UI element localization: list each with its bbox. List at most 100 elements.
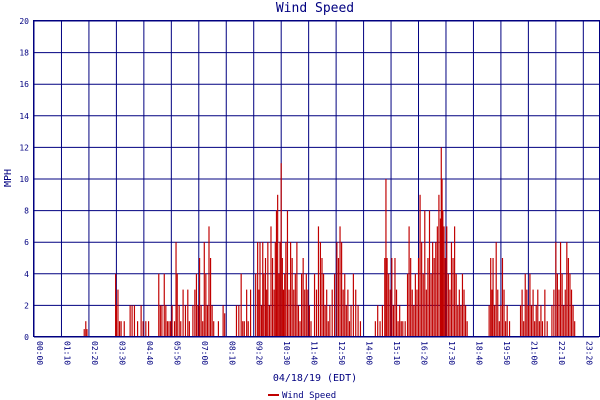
y-tick-label: 16 <box>19 80 29 89</box>
y-tick-label: 4 <box>24 270 29 279</box>
wind-speed-bar <box>427 258 429 337</box>
wind-speed-bar <box>419 194 421 337</box>
wind-speed-bar <box>553 289 555 337</box>
wind-speed-bar <box>118 321 121 337</box>
wind-speed-bar <box>492 258 494 337</box>
wind-speed-bar <box>439 218 442 337</box>
wind-speed-bar <box>285 242 287 337</box>
wind-speed-bar <box>442 210 444 337</box>
wind-speed-bar <box>329 305 331 337</box>
wind-speed-bar <box>313 273 316 337</box>
wind-speed-bar <box>115 305 117 337</box>
wind-speed-bar <box>529 273 531 337</box>
wind-speed-bar <box>267 242 269 337</box>
chart-title: Wind Speed <box>276 1 354 16</box>
wind-speed-bar <box>521 289 523 337</box>
wind-speed-bar <box>319 242 322 337</box>
x-tick-label: 18:40 <box>474 341 483 365</box>
wind-speed-bar <box>206 305 209 337</box>
wind-speed-bar <box>449 289 451 337</box>
wind-speed-bar <box>386 258 388 337</box>
wind-speed-bar <box>432 242 434 337</box>
wind-speed-bar <box>444 258 446 337</box>
wind-speed-bar <box>344 273 346 337</box>
wind-speed-bar <box>321 258 323 337</box>
wind-speed-bar <box>142 321 144 337</box>
wind-speed-bar <box>519 305 522 337</box>
wind-speed-bar <box>209 258 212 337</box>
wind-speed-bar <box>425 289 427 337</box>
wind-speed-bar <box>260 305 263 337</box>
wind-speed-bar <box>572 305 574 337</box>
wind-speed-bar <box>307 289 309 337</box>
wind-speed-bar <box>86 329 88 337</box>
wind-speed-bar <box>388 273 390 337</box>
wind-speed-bar <box>322 273 325 337</box>
y-tick-label: 2 <box>24 301 29 310</box>
wind-speed-bar <box>304 289 306 337</box>
wind-speed-bar <box>264 258 267 337</box>
wind-speed-bar <box>286 210 289 337</box>
x-tick-label: 08:10 <box>227 341 236 365</box>
wind-speed-bar <box>538 321 540 337</box>
wind-speed-bar <box>194 289 196 337</box>
wind-speed-bar <box>279 242 281 337</box>
wind-speed-bar <box>290 242 292 337</box>
wind-speed-bar <box>534 321 536 337</box>
wind-speed-bar <box>163 273 165 337</box>
wind-speed-bar <box>195 273 198 337</box>
wind-speed-bar <box>414 273 416 337</box>
wind-speed-bar <box>168 321 170 337</box>
y-tick-label: 18 <box>19 49 29 58</box>
wind-speed-bar <box>187 289 189 337</box>
wind-speed-bar <box>255 273 257 337</box>
wind-speed-bar <box>541 321 544 337</box>
wind-speed-bar <box>498 321 500 337</box>
wind-speed-bar <box>563 305 565 337</box>
wind-speed-bar <box>296 242 298 337</box>
wind-speed-bar <box>136 321 139 337</box>
y-tick-label: 0 <box>24 333 29 342</box>
wind-speed-bar <box>173 321 176 337</box>
wind-speed-bar <box>494 305 496 337</box>
wind-speed-bar <box>217 321 219 337</box>
wind-speed-bar <box>506 305 508 337</box>
x-tick-label: 16:20 <box>420 341 429 365</box>
wind-speed-bar <box>535 305 537 337</box>
wind-speed-bar <box>145 321 147 337</box>
wind-speed-bar <box>242 321 244 337</box>
x-tick-label: 17:30 <box>447 341 456 365</box>
wind-speed-bar <box>165 305 167 337</box>
wind-speed-bar <box>198 258 201 337</box>
wind-speed-bar <box>341 242 343 337</box>
wind-speed-bar <box>497 289 499 337</box>
wind-speed-bar <box>129 305 131 337</box>
wind-speed-bar <box>203 242 205 337</box>
wind-speed-bar <box>123 321 125 337</box>
wind-speed-bar <box>317 226 320 337</box>
wind-speed-bar <box>301 273 303 337</box>
wind-speed-bar <box>523 321 525 337</box>
x-tick-label: 14:00 <box>365 341 374 365</box>
x-tick-label: 12:50 <box>337 341 346 365</box>
wind-speed-bar <box>171 305 173 337</box>
wind-speed-bar <box>176 273 178 337</box>
wind-speed-bar <box>291 258 293 337</box>
wind-speed-bar <box>438 194 440 337</box>
wind-speed-bar <box>411 289 413 337</box>
wind-speed-bar <box>277 194 279 337</box>
wind-speed-bar <box>410 258 412 337</box>
wind-speed-bar <box>551 305 553 337</box>
wind-speed-bar <box>461 273 464 337</box>
wind-speed-bar <box>235 305 238 337</box>
wind-speed-bar <box>416 289 418 337</box>
y-tick-label: 20 <box>19 17 29 26</box>
wind-speed-bar <box>495 242 497 337</box>
wind-speed-bar <box>345 305 347 337</box>
wind-speed-bar <box>561 273 563 337</box>
wind-speed-bar <box>302 258 304 337</box>
wind-speed-bar <box>337 258 340 337</box>
wind-speed-bar <box>263 273 265 337</box>
wind-speed-bar <box>342 289 344 337</box>
